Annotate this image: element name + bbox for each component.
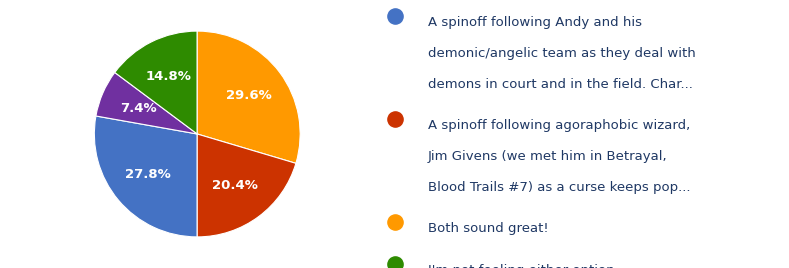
Text: demonic/angelic team as they deal with: demonic/angelic team as they deal with (428, 47, 696, 60)
Text: 29.6%: 29.6% (226, 89, 271, 102)
Wedge shape (95, 116, 197, 237)
Text: 14.8%: 14.8% (146, 70, 192, 83)
Text: 27.8%: 27.8% (125, 169, 171, 181)
Wedge shape (114, 31, 197, 134)
Point (389, 117, 402, 121)
Text: 7.4%: 7.4% (121, 102, 157, 115)
Wedge shape (197, 31, 300, 163)
Point (389, 14, 402, 18)
Wedge shape (197, 134, 296, 237)
Point (389, 220, 402, 225)
Text: demons in court and in the field. Char...: demons in court and in the field. Char..… (428, 78, 693, 91)
Text: I'm not feeling either option: I'm not feeling either option (428, 264, 615, 268)
Wedge shape (96, 72, 197, 134)
Text: 20.4%: 20.4% (212, 179, 258, 192)
Text: Jim Givens (we met him in Betrayal,: Jim Givens (we met him in Betrayal, (428, 150, 667, 163)
Text: A spinoff following Andy and his: A spinoff following Andy and his (428, 16, 642, 29)
Text: Both sound great!: Both sound great! (428, 222, 548, 236)
Text: Blood Trails #7) as a curse keeps pop...: Blood Trails #7) as a curse keeps pop... (428, 181, 690, 194)
Point (389, 262, 402, 266)
Text: A spinoff following agoraphobic wizard,: A spinoff following agoraphobic wizard, (428, 119, 690, 132)
